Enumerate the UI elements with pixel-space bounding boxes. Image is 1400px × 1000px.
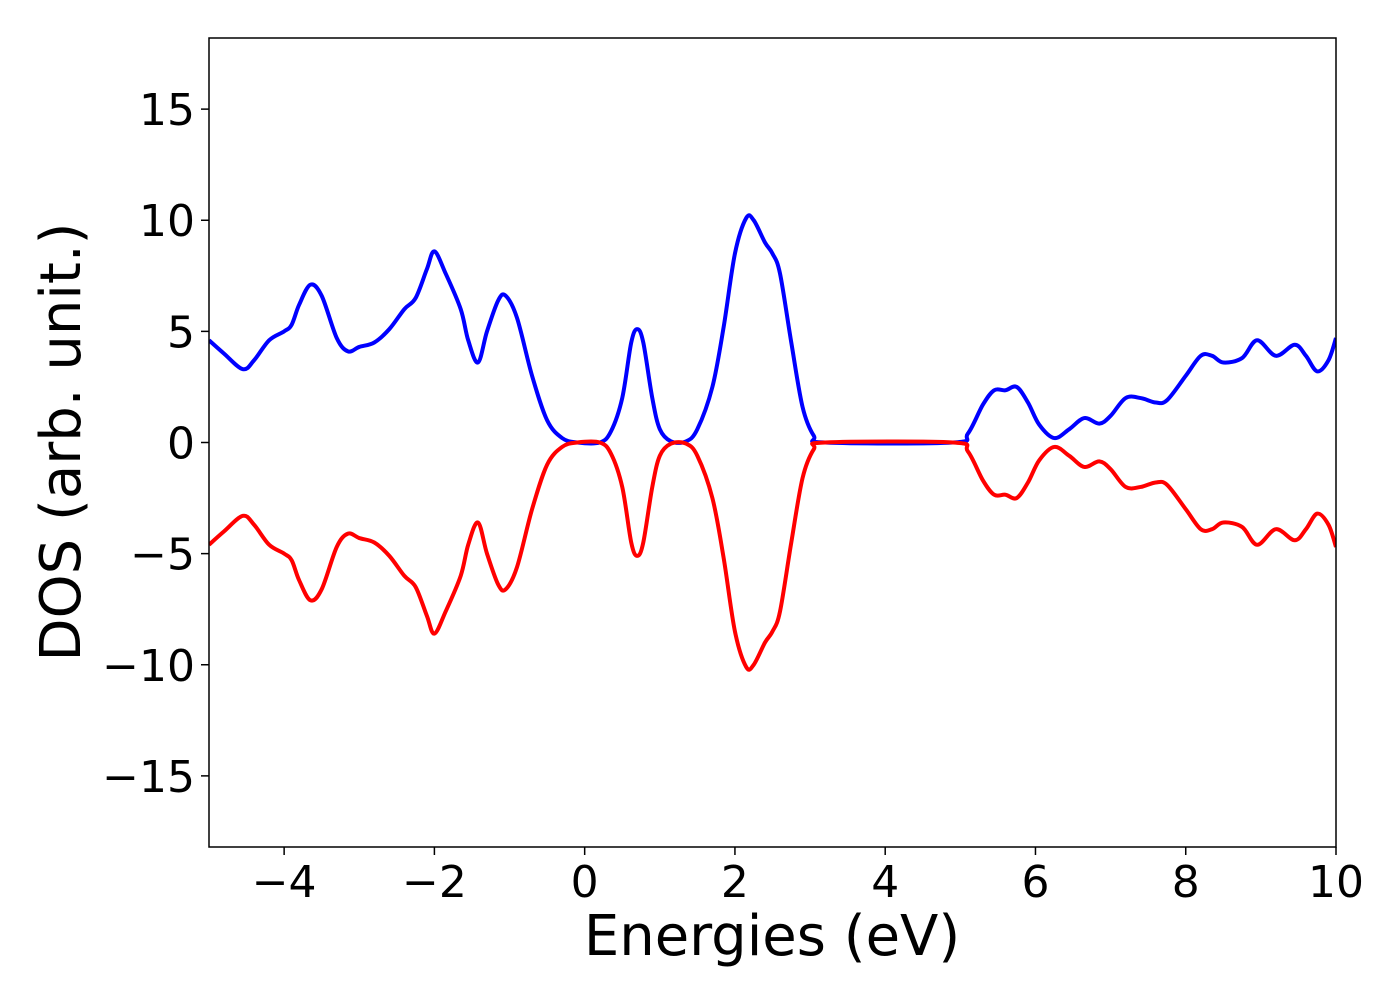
y-tick-label: −5 xyxy=(130,530,195,581)
dos-line xyxy=(209,439,1336,672)
x-tick-label: −2 xyxy=(402,857,467,908)
x-axis-label: Energies (eV) xyxy=(584,904,960,969)
y-tick-label: 0 xyxy=(167,419,195,470)
x-tick-label: −4 xyxy=(252,857,317,908)
x-tick-label: 6 xyxy=(1021,857,1049,908)
x-tick-label: 4 xyxy=(871,857,899,908)
x-tick-label: 2 xyxy=(721,857,749,908)
plot-frame xyxy=(208,37,1337,848)
y-tick-label: 5 xyxy=(167,307,195,358)
x-tick-label: 10 xyxy=(1308,857,1364,908)
x-tick-label: 8 xyxy=(1172,857,1200,908)
y-tick-label: −10 xyxy=(102,641,195,692)
y-axis-label: DOS (arb. unit.) xyxy=(29,222,94,661)
y-tick-label: 15 xyxy=(139,85,195,136)
y-tick-label: 10 xyxy=(139,196,195,247)
dos-line xyxy=(209,213,1336,446)
x-tick-label: 0 xyxy=(571,857,599,908)
y-tick-label: −15 xyxy=(102,752,195,803)
